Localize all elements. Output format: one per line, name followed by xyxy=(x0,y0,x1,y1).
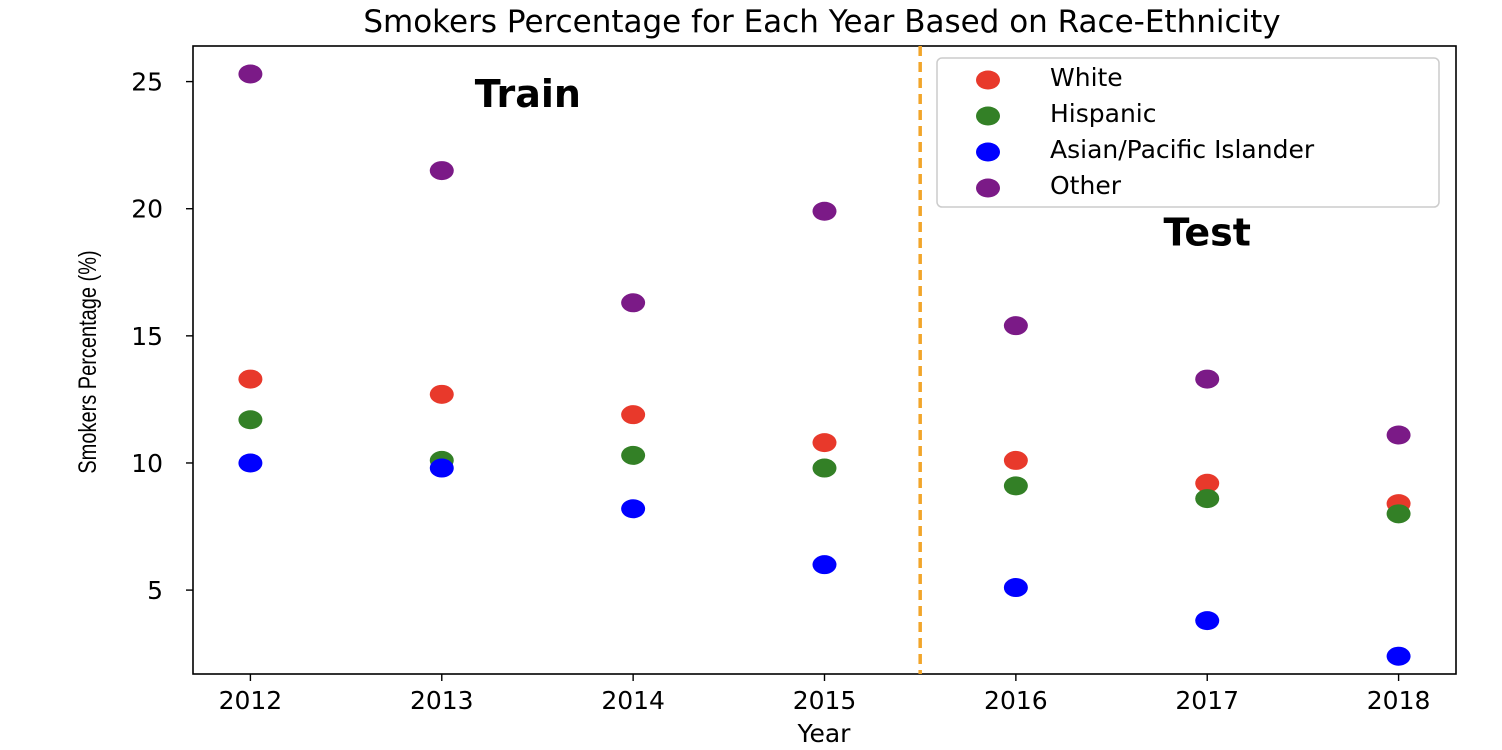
x-tick-label: 2016 xyxy=(984,686,1048,715)
axis-ticks: 2012 2013 2014 2015 2016 2017 2018 5 10 15 20 25 xyxy=(131,68,1430,715)
point-other xyxy=(621,293,646,313)
legend-marker-white xyxy=(976,70,1000,90)
annotation-train: Train xyxy=(475,72,581,116)
y-axis-label: Smokers Percentage (%) xyxy=(74,250,102,473)
x-tick-label: 2018 xyxy=(1367,686,1431,715)
legend-label-other: Other xyxy=(1050,171,1122,200)
point-white xyxy=(429,384,454,404)
y-tick-label: 15 xyxy=(131,322,163,351)
y-tick-label: 25 xyxy=(131,68,163,97)
x-tick-label: 2012 xyxy=(219,686,283,715)
point-hispanic xyxy=(1386,504,1411,524)
point-hispanic xyxy=(238,410,263,430)
point-other xyxy=(812,201,837,221)
x-tick-label: 2017 xyxy=(1175,686,1239,715)
point-asian-pacific-islander xyxy=(621,499,646,519)
point-other xyxy=(238,64,263,84)
point-hispanic xyxy=(621,445,646,465)
x-tick-label: 2013 xyxy=(410,686,474,715)
point-white xyxy=(238,369,263,389)
point-other xyxy=(1386,425,1411,445)
point-asian-pacific-islander xyxy=(1386,646,1411,666)
annotations: Train Test xyxy=(475,72,1251,255)
point-white xyxy=(621,405,646,425)
point-hispanic xyxy=(812,458,837,478)
point-asian-pacific-islander xyxy=(429,458,454,478)
annotation-test: Test xyxy=(1164,211,1251,255)
point-other xyxy=(429,161,454,181)
point-hispanic xyxy=(1195,489,1220,509)
point-white xyxy=(1003,450,1028,470)
data-points xyxy=(238,64,1411,666)
y-tick-label: 10 xyxy=(131,449,163,478)
legend-label-hispanic: Hispanic xyxy=(1050,99,1157,128)
point-asian-pacific-islander xyxy=(1195,611,1220,631)
point-asian-pacific-islander xyxy=(812,555,837,575)
point-other xyxy=(1003,316,1028,336)
x-axis-label: Year xyxy=(797,719,852,748)
point-hispanic xyxy=(1003,476,1028,496)
y-tick-label: 20 xyxy=(131,195,163,224)
legend-box xyxy=(936,57,1440,208)
point-asian-pacific-islander xyxy=(238,453,263,473)
legend-marker-hispanic xyxy=(976,106,1000,126)
x-tick-label: 2015 xyxy=(793,686,857,715)
legend-marker-other xyxy=(976,178,1000,198)
legend-marker-asian-pacific-islander xyxy=(976,142,1000,162)
legend-label-white: White xyxy=(1050,63,1123,92)
legend: White Hispanic Asian/Pacific Islander Other xyxy=(936,57,1440,208)
point-other xyxy=(1195,369,1220,389)
x-tick-label: 2014 xyxy=(601,686,665,715)
chart-title: Smokers Percentage for Each Year Based o… xyxy=(363,4,1280,40)
point-white xyxy=(812,433,837,453)
y-tick-label: 5 xyxy=(147,576,163,605)
legend-label-asian-pacific-islander: Asian/Pacific Islander xyxy=(1050,135,1315,164)
point-white xyxy=(1195,473,1220,493)
point-asian-pacific-islander xyxy=(1003,578,1028,598)
